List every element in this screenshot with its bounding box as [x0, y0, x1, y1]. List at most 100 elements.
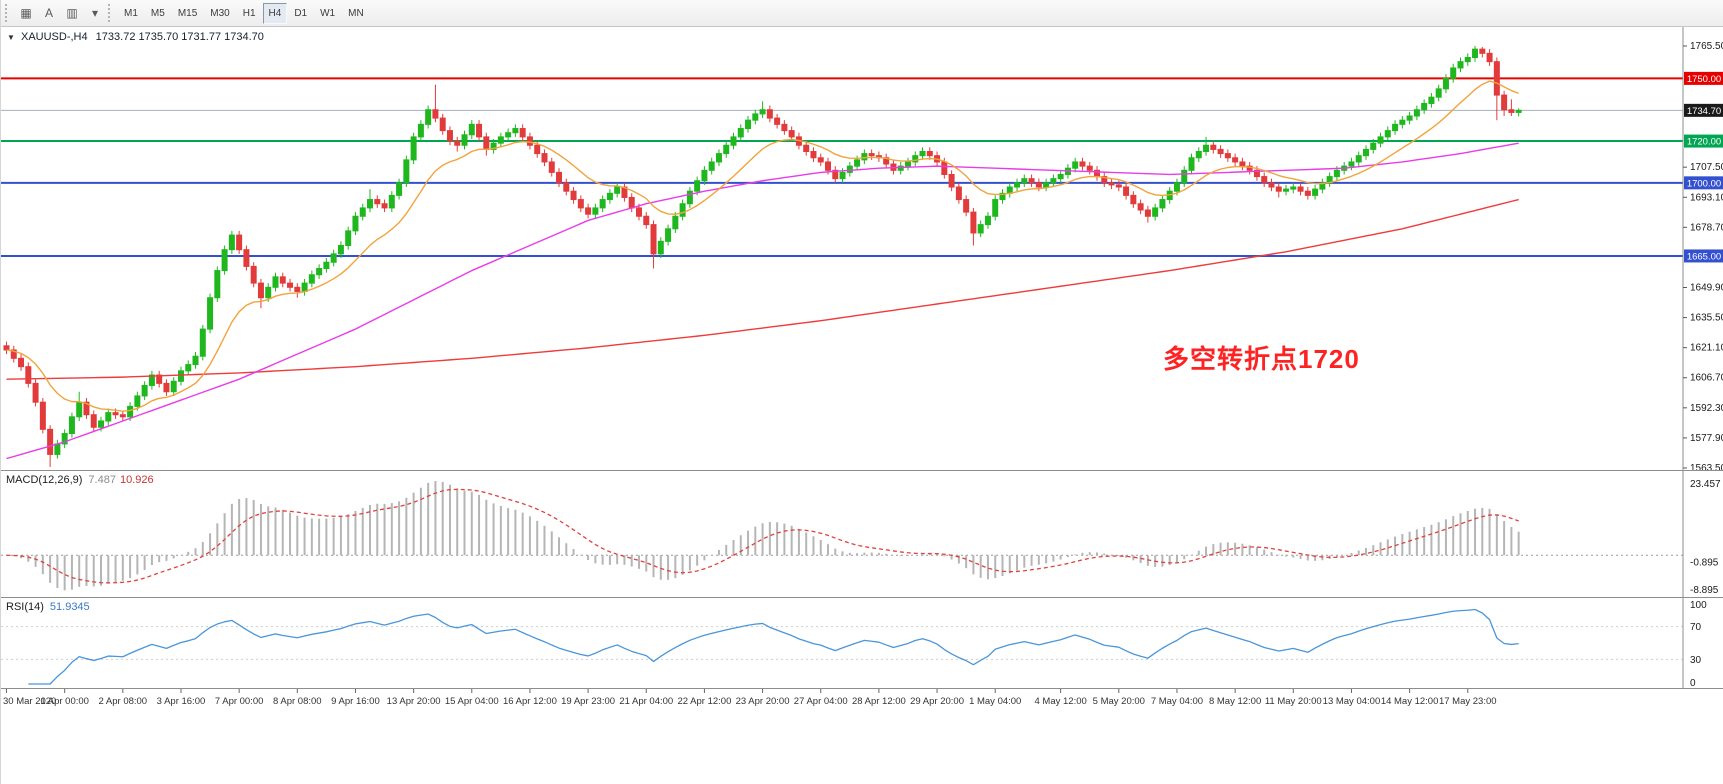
svg-text:1563.50: 1563.50 — [1690, 463, 1723, 470]
rsi-name: RSI(14) — [6, 601, 44, 613]
time-label: 13 May 04:00 — [1323, 696, 1381, 707]
charts-grid-icon[interactable]: ▦ — [20, 6, 32, 20]
svg-text:1592.30: 1592.30 — [1690, 403, 1723, 414]
macd-header: MACD(12,26,9) 7.487 10.926 — [6, 474, 154, 486]
svg-text:1750.00: 1750.00 — [1687, 74, 1721, 85]
svg-text:70: 70 — [1690, 622, 1702, 633]
time-label: 28 Apr 12:00 — [852, 696, 906, 707]
price-chart-panel: 1765.50 1707.50 1693.10 1678.70 1649.90 1635.… — [1, 27, 1723, 470]
time-label: 27 Apr 04:00 — [794, 696, 848, 707]
time-label: 7 Apr 00:00 — [215, 696, 264, 707]
svg-text:1621.10: 1621.10 — [1690, 343, 1723, 354]
svg-text:1635.50: 1635.50 — [1690, 313, 1723, 324]
time-label: 29 Apr 20:00 — [910, 696, 964, 707]
macd-indicator-panel: 23.457 -0.895 -8.895 MACD(12,26,9) 7.487 10.… — [1, 470, 1723, 597]
chart-type-icon[interactable]: ▥ — [66, 6, 78, 20]
candles-series — [3, 46, 1522, 467]
svg-text:1734.70: 1734.70 — [1687, 106, 1721, 117]
time-label: 19 Apr 23:00 — [561, 696, 615, 707]
rsi-indicator-panel: 100 70 30 0 RSI(14) 51.9345 — [1, 597, 1723, 688]
time-label: 9 Apr 16:00 — [331, 696, 380, 707]
macd-main-value: 7.487 — [88, 474, 116, 486]
timeframe-h1-button[interactable]: H1 — [242, 7, 256, 19]
svg-text:1707.50: 1707.50 — [1690, 162, 1723, 173]
svg-text:0: 0 — [1690, 678, 1696, 688]
svg-text:1606.70: 1606.70 — [1690, 373, 1723, 384]
time-label: 8 May 12:00 — [1209, 696, 1261, 707]
price-tag — [1684, 249, 1723, 263]
time-label: 2 Apr 08:00 — [99, 696, 148, 707]
ma-medium-line — [6, 142, 1519, 460]
timeframe-d1-button[interactable]: D1 — [294, 7, 308, 19]
svg-text:-0.895: -0.895 — [1690, 557, 1719, 568]
tool-button-group: ▦ A ▥ ▾ — [15, 3, 106, 24]
time-label: 1 May 04:00 — [969, 696, 1021, 707]
text-label-icon[interactable]: A — [44, 6, 53, 20]
price-tag — [1684, 71, 1723, 85]
svg-text:1720.00: 1720.00 — [1687, 137, 1721, 148]
time-label: 14 May 12:00 — [1381, 696, 1439, 707]
time-label: 22 Apr 12:00 — [677, 696, 731, 707]
rsi-header: RSI(14) 51.9345 — [6, 601, 90, 613]
rsi-line — [28, 608, 1519, 685]
time-label: 7 May 04:00 — [1151, 696, 1203, 707]
symbol-ohlc-values: 1733.72 1735.70 1731.77 1734.70 — [95, 31, 264, 43]
price-tag — [1684, 134, 1723, 148]
timeframe-m1-button[interactable]: M1 — [124, 7, 138, 19]
tool-dropdown-icon[interactable]: ▾ — [91, 6, 99, 20]
svg-text:1577.90: 1577.90 — [1690, 433, 1723, 444]
toolbar-grip-2[interactable] — [108, 4, 114, 22]
macd-canvas[interactable]: 23.457 -0.895 -8.895 — [1, 471, 1723, 597]
rsi-canvas[interactable]: 100 70 30 0 — [1, 598, 1723, 688]
time-label: 23 Apr 20:00 — [736, 696, 790, 707]
timeframe-button-group: M1 M5 M15 M30 H1 H4 D1 W1 MN — [118, 2, 370, 24]
svg-text:-8.895: -8.895 — [1690, 585, 1719, 596]
svg-text:1649.90: 1649.90 — [1690, 282, 1723, 293]
svg-text:1700.00: 1700.00 — [1687, 178, 1721, 189]
time-label: 21 Apr 04:00 — [619, 696, 673, 707]
price-tag — [1684, 103, 1723, 117]
time-label: 11 May 20:00 — [1265, 696, 1322, 707]
timeframe-h4-button[interactable]: H4 — [262, 2, 288, 24]
time-label: 15 Apr 04:00 — [445, 696, 499, 707]
price-axis[interactable] — [1684, 27, 1723, 688]
time-label: 8 Apr 08:00 — [273, 696, 322, 707]
macd-signal-value: 10.926 — [119, 474, 154, 486]
macd-histogram — [12, 480, 1520, 591]
ma-slow-line — [6, 198, 1519, 380]
symbol-info: ▼ XAUUSD-,H4 1733.72 1735.70 1731.77 173… — [7, 31, 264, 43]
time-label: 4 May 12:00 — [1035, 696, 1087, 707]
toolbar-grip[interactable] — [5, 4, 11, 22]
time-label: 5 May 20:00 — [1093, 696, 1145, 707]
svg-text:23.457: 23.457 — [1690, 479, 1721, 490]
price-tag — [1684, 176, 1723, 190]
symbol-name: XAUUSD-,H4 — [20, 31, 88, 43]
ma-fast-line — [6, 80, 1519, 412]
timeframe-w1-button[interactable]: W1 — [320, 7, 336, 19]
svg-text:1765.50: 1765.50 — [1690, 41, 1723, 52]
main-chart-canvas[interactable]: 1765.50 1707.50 1693.10 1678.70 1649.90 1635.… — [1, 27, 1723, 470]
level-lines[interactable] — [1, 77, 1683, 257]
time-label: 16 Apr 12:00 — [503, 696, 557, 707]
toolbar: ▦ A ▥ ▾ M1 M5 M15 M30 H1 H4 D1 W1 MN — [1, 0, 1723, 27]
rsi-value: 51.9345 — [49, 601, 90, 613]
macd-signal-line — [6, 488, 1519, 584]
time-label: 17 May 23:00 — [1439, 696, 1497, 707]
svg-text:1665.00: 1665.00 — [1687, 251, 1721, 262]
svg-text:1693.10: 1693.10 — [1690, 192, 1723, 203]
timeframe-mn-button[interactable]: MN — [348, 7, 364, 19]
time-label: 3 Apr 16:00 — [157, 696, 206, 707]
svg-text:1678.70: 1678.70 — [1690, 222, 1723, 233]
svg-text:100: 100 — [1690, 600, 1707, 611]
svg-text:30: 30 — [1690, 655, 1702, 666]
symbol-dropdown-caret-icon[interactable]: ▼ — [7, 33, 15, 42]
macd-name: MACD(12,26,9) — [6, 474, 83, 486]
timeframe-m5-button[interactable]: M5 — [150, 7, 165, 19]
timeframe-m15-button[interactable]: M15 — [177, 7, 198, 19]
timeframe-m30-button[interactable]: M30 — [210, 7, 230, 19]
time-label: 30 Mar 2020 — [3, 696, 56, 707]
time-axis[interactable]: 30 Mar 2020 1 Apr 00:00 2 Apr 08:00 3 Apr 1… — [1, 688, 1723, 712]
time-label: 13 Apr 20:00 — [387, 696, 441, 707]
chart-annotation-text[interactable]: 多空转折点1720 — [1163, 344, 1360, 374]
